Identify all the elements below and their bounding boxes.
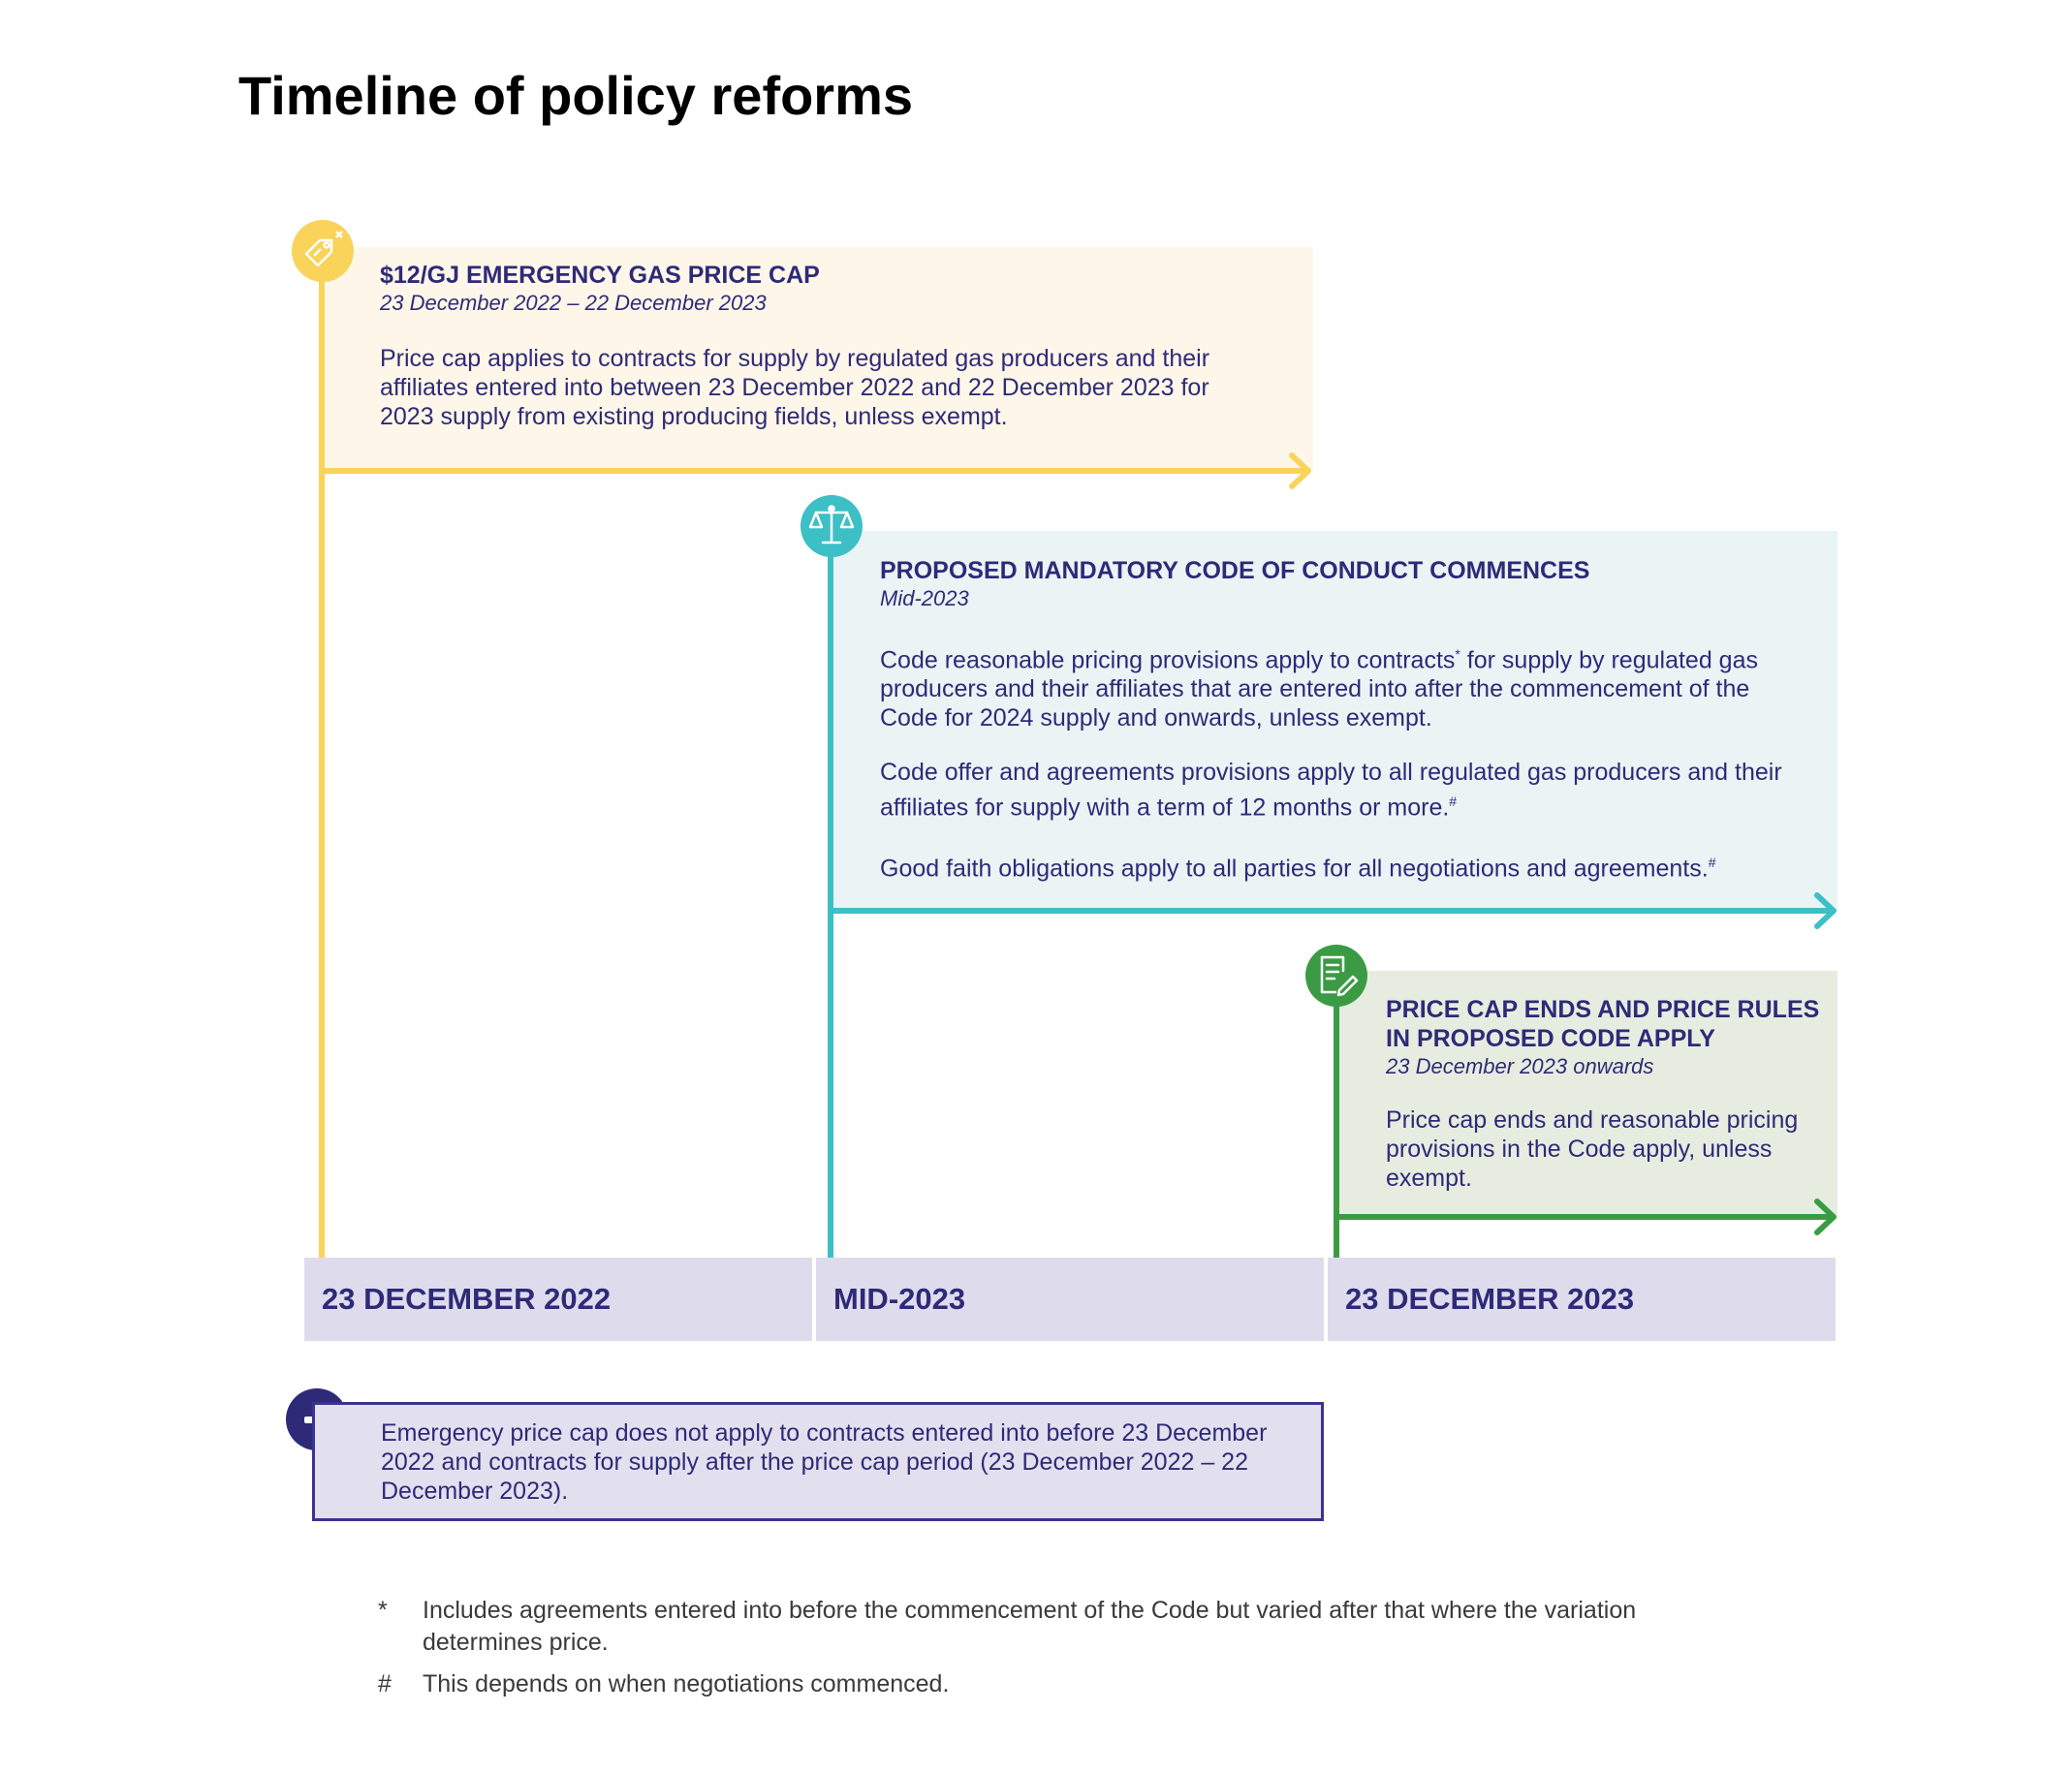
card-paragraph: Good faith obligations apply to all part… [880, 848, 1810, 883]
price-cap-ends-card: PRICE CAP ENDS AND PRICE RULES IN PROPOS… [1386, 995, 1822, 1193]
scales-icon [801, 495, 863, 557]
card-paragraph: Code reasonable pricing provisions apply… [880, 639, 1810, 732]
footnote-asterisk: * Includes agreements entered into befor… [378, 1595, 1725, 1659]
document-edit-icon [1305, 945, 1367, 1007]
date-mid-2023: MID-2023 [816, 1258, 1324, 1341]
card-date: 23 December 2022 – 22 December 2023 [380, 291, 767, 315]
date-23-december-2022: 23 DECEMBER 2022 [304, 1258, 812, 1341]
green-arrowhead [1814, 1199, 1837, 1235]
footnote-mark: * [1455, 646, 1460, 662]
code-of-conduct-card: PROPOSED MANDATORY CODE OF CONDUCT COMME… [880, 556, 1810, 883]
emergency-cap-panel [323, 247, 1313, 470]
footnote-text: This depends on when negotiations commen… [423, 1670, 950, 1697]
footnote-text: Includes agreements entered into before … [423, 1597, 1637, 1656]
code-of-conduct-panel [831, 531, 1837, 911]
card-paragraph: Code offer and agreements provisions app… [880, 758, 1810, 822]
card-date: 23 December 2023 onwards [1386, 1054, 1654, 1078]
footnote-hash: # This depends on when negotiations comm… [378, 1668, 1725, 1700]
footnote-mark: # [1449, 794, 1458, 810]
date-23-december-2023: 23 DECEMBER 2023 [1328, 1258, 1836, 1341]
card-title: PROPOSED MANDATORY CODE OF CONDUCT COMME… [880, 557, 1590, 584]
card-title: PRICE CAP ENDS AND PRICE RULES IN PROPOS… [1386, 996, 1820, 1052]
teal-arrowhead [1814, 892, 1837, 929]
paragraph-text: Code offer and agreements provisions app… [880, 759, 1782, 822]
exemption-note: Emergency price cap does not apply to co… [312, 1402, 1324, 1521]
card-title: $12/GJ EMERGENCY GAS PRICE CAP [380, 262, 820, 289]
card-date: Mid-2023 [880, 586, 969, 610]
card-body: Price cap ends and reasonable pricing pr… [1386, 1106, 1799, 1192]
timeline-dates: 23 DECEMBER 2022 MID-2023 23 DECEMBER 20… [304, 1258, 1836, 1341]
paragraph-text: for supply by regulated gas producers an… [880, 646, 1758, 732]
footnote-mark: # [1708, 854, 1716, 870]
price-cap-ends-panel [1336, 971, 1837, 1219]
emergency-cap-card: $12/GJ EMERGENCY GAS PRICE CAP 23 Decemb… [380, 261, 1252, 431]
footnote-mark: # [378, 1670, 392, 1697]
yellow-arrowhead [1289, 452, 1311, 489]
footnote-mark: * [378, 1597, 388, 1624]
page-title: Timeline of policy reforms [238, 65, 914, 126]
paragraph-text: Good faith obligations apply to all part… [880, 854, 1709, 882]
paragraph-text: Code reasonable pricing provisions apply… [880, 646, 1456, 674]
card-body: Price cap applies to contracts for suppl… [380, 345, 1210, 430]
price-tag-icon [292, 220, 354, 282]
